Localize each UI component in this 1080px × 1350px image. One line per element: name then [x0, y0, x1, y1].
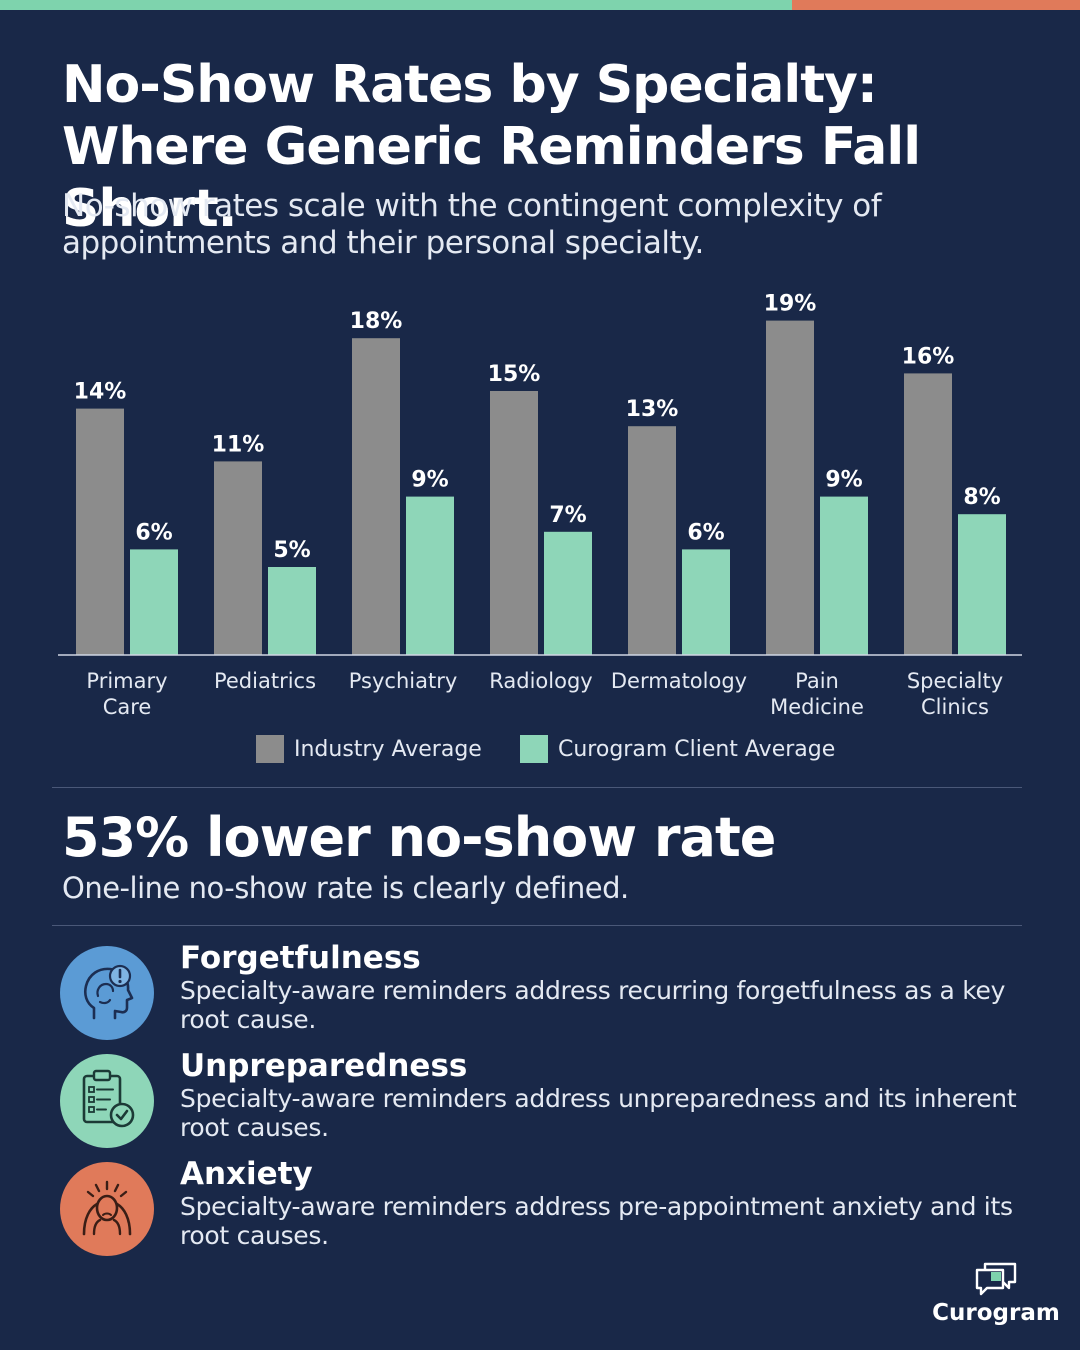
legend-item-client: Curogram Client Average: [520, 734, 835, 764]
bar-client: [544, 531, 592, 655]
bar-client: [682, 549, 730, 655]
data-label-client: 8%: [963, 485, 1000, 510]
section-divider: [52, 925, 1022, 926]
data-label-client: 6%: [687, 520, 724, 545]
page-title: No-Show Rates by Specialty: Where Generi…: [62, 55, 921, 239]
cause-description: Specialty-aware reminders address unprep…: [180, 1084, 1017, 1142]
bar-client: [268, 567, 316, 655]
legend-label-client: Curogram Client Average: [558, 736, 836, 762]
data-label-industry: 13%: [626, 397, 679, 422]
bar-industry: [214, 461, 262, 655]
bar-client: [820, 496, 868, 655]
head-alert-icon: [60, 946, 154, 1040]
category-label: Pain: [795, 669, 839, 693]
data-label-client: 5%: [273, 538, 310, 563]
bar-industry: [490, 391, 538, 655]
data-label-client: 7%: [549, 503, 586, 528]
bar-industry: [76, 408, 124, 655]
bar-industry: [352, 338, 400, 655]
cause-description: Specialty-aware reminders address pre-ap…: [180, 1192, 1013, 1250]
stat-subline: One-line no-show rate is clearly defined…: [62, 871, 629, 905]
data-label-industry: 14%: [74, 380, 127, 405]
bar-industry: [628, 426, 676, 655]
data-label-industry: 15%: [488, 362, 541, 387]
data-label-client: 6%: [135, 520, 172, 545]
legend-swatch-industry: [256, 735, 284, 763]
cause-title: Forgetfulness: [180, 940, 421, 976]
category-label: Psychiatry: [349, 669, 458, 693]
data-label-industry: 16%: [902, 344, 955, 369]
chart-legend: Industry Average Curogram Client Average: [0, 734, 1080, 764]
legend-item-industry: Industry Average: [256, 734, 482, 764]
data-label-industry: 19%: [764, 292, 817, 317]
category-label: Radiology: [489, 669, 592, 693]
chat-bubbles-icon: [975, 1262, 1017, 1296]
category-label: Specialty: [907, 669, 1003, 693]
data-label-industry: 18%: [350, 309, 403, 334]
legend-label-industry: Industry Average: [294, 736, 482, 762]
category-label: Care: [103, 695, 152, 719]
top-accent-strip: [0, 0, 1080, 10]
cause-forgetfulness: Forgetfulness Specialty-aware reminders …: [60, 940, 1030, 1046]
accent-strip-green: [0, 0, 792, 10]
category-label: Medicine: [770, 695, 864, 719]
stat-headline: 53% lower no-show rate: [62, 806, 776, 869]
accent-strip-orange: [792, 0, 1080, 10]
bar-client: [958, 514, 1006, 655]
legend-swatch-client: [520, 735, 548, 763]
brand-name: Curogram: [932, 1300, 1060, 1326]
bar-client: [130, 549, 178, 655]
cause-title: Anxiety: [180, 1156, 313, 1192]
category-label: Primary: [86, 669, 167, 693]
data-label-client: 9%: [825, 468, 862, 493]
category-label: Clinics: [921, 695, 989, 719]
data-label-client: 9%: [411, 468, 448, 493]
category-label: Pediatrics: [214, 669, 316, 693]
category-label: Dermatology: [611, 669, 747, 693]
clipboard-check-icon: [60, 1054, 154, 1148]
cause-description: Specialty-aware reminders address recurr…: [180, 976, 1006, 1034]
bar-industry: [766, 320, 814, 655]
section-divider: [52, 787, 1022, 788]
cause-unpreparedness: Unpreparedness Specialty-aware reminders…: [60, 1048, 1030, 1154]
page-subtitle: No-show rates scale with the contingent …: [62, 188, 882, 261]
cause-title: Unpreparedness: [180, 1048, 468, 1084]
bar-client: [406, 496, 454, 655]
data-label-industry: 11%: [212, 432, 265, 457]
cause-anxiety: Anxiety Specialty-aware reminders addres…: [60, 1156, 1030, 1262]
stressed-person-icon: [60, 1162, 154, 1256]
brand-logo: Curogram: [930, 1258, 1062, 1330]
bar-industry: [904, 373, 952, 655]
